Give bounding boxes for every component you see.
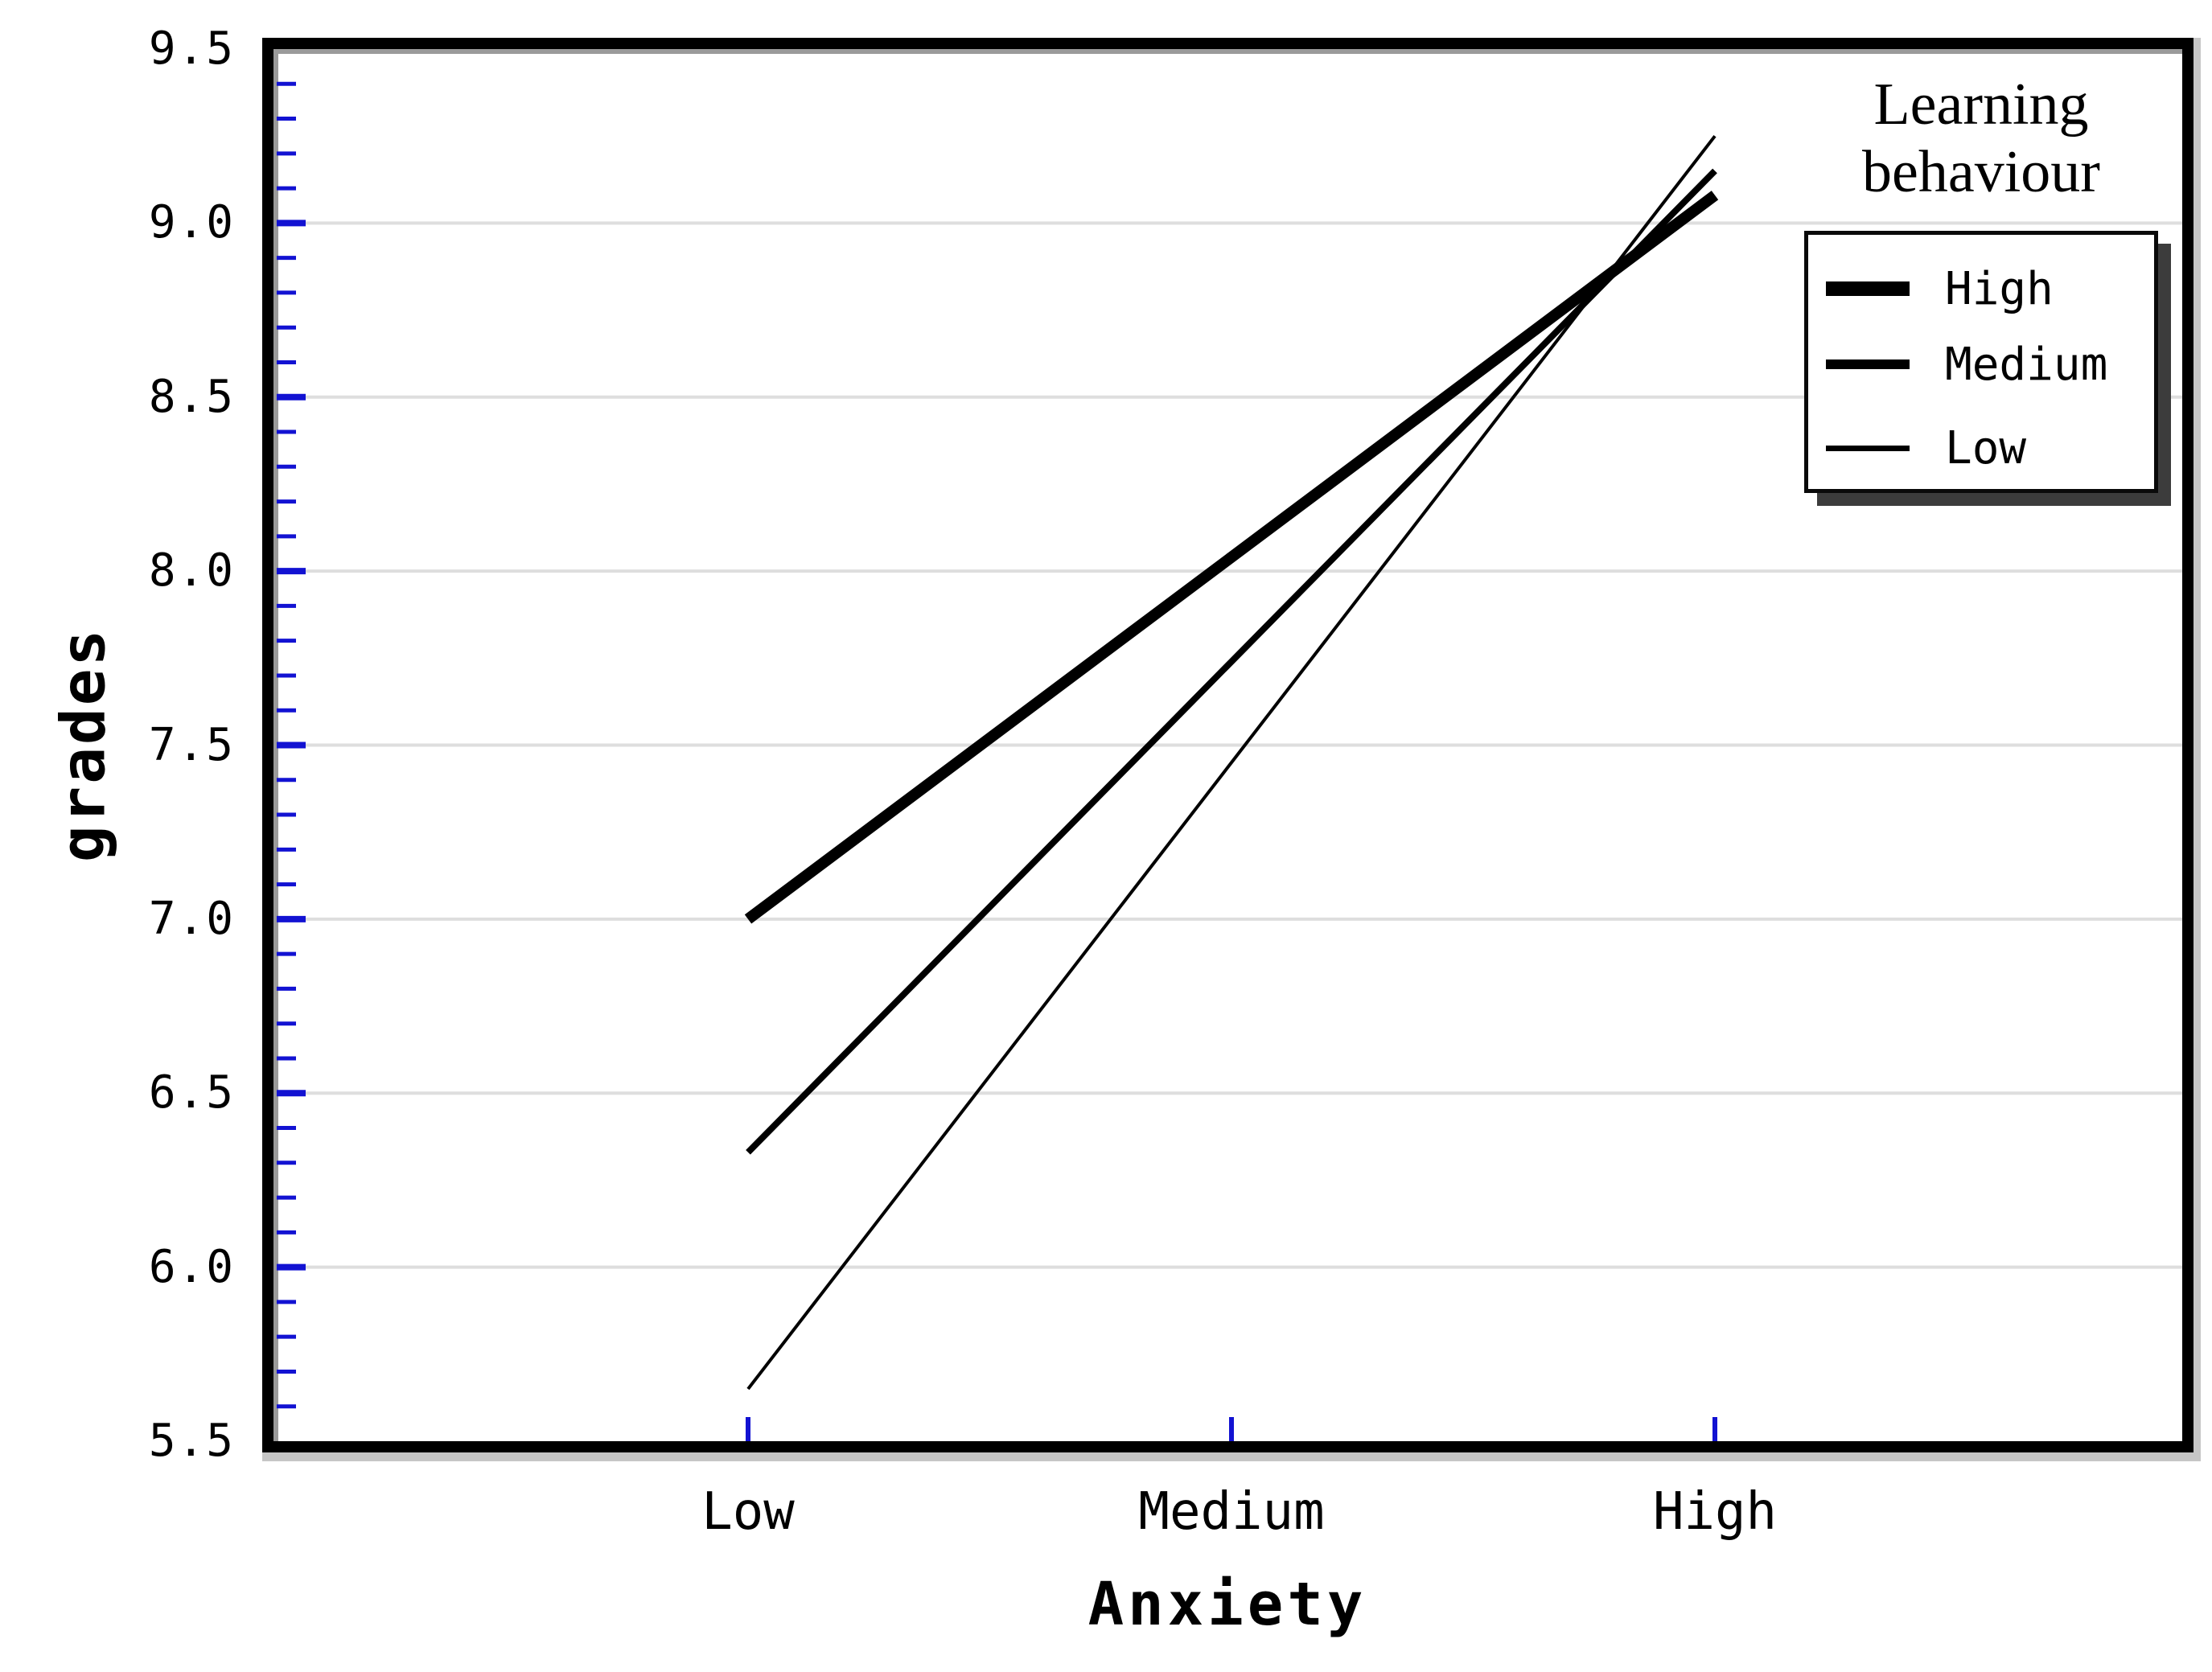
legend-item-label: High xyxy=(1945,262,2054,315)
plot-frame xyxy=(262,38,2193,1452)
legend-item-medium: Medium xyxy=(1808,327,2154,401)
x-tick-label: High xyxy=(1652,1482,1778,1542)
y-tick-label: 8.0 xyxy=(148,544,235,598)
legend-box: High Medium Low xyxy=(1804,231,2158,493)
y-tick-label: 8.5 xyxy=(148,370,235,423)
legend-title: Learning behaviour xyxy=(1804,71,2158,206)
y-axis-title: grades xyxy=(47,626,119,863)
legend-item-high: High xyxy=(1808,252,2154,326)
series-line-high xyxy=(744,191,1719,924)
y-tick-label: 9.5 xyxy=(148,23,235,75)
legend-item-label: Low xyxy=(1945,421,2027,474)
series-line-low xyxy=(746,134,1717,1391)
frame-shadow-bottom xyxy=(262,1452,2201,1461)
frame-bevel-left xyxy=(273,49,278,1441)
y-tick-label: 9.0 xyxy=(148,196,235,249)
series-line-medium xyxy=(746,168,1717,1155)
x-axis-title: Anxiety xyxy=(1087,1570,1367,1639)
legend-line-swatch-low xyxy=(1826,445,1910,451)
y-tick-label: 7.0 xyxy=(148,892,235,945)
legend-item-low: Low xyxy=(1808,411,2154,485)
y-tick-label: 6.5 xyxy=(148,1066,235,1119)
legend-item-label: Medium xyxy=(1945,338,2108,391)
x-tick-label: Low xyxy=(701,1482,795,1542)
y-tick-label: 7.5 xyxy=(148,718,235,771)
legend-title-line2: behaviour xyxy=(1862,139,2100,205)
frame-bevel-top xyxy=(273,49,2182,54)
legend-line-swatch-high xyxy=(1826,281,1910,296)
y-tick-label: 6.0 xyxy=(148,1240,235,1293)
legend-line-swatch-medium xyxy=(1826,359,1910,369)
y-tick-label: 5.5 xyxy=(148,1415,235,1467)
legend-title-line1: Learning xyxy=(1873,72,2089,138)
frame-shadow-right xyxy=(2193,38,2201,1461)
x-tick-label: Medium xyxy=(1138,1482,1325,1542)
